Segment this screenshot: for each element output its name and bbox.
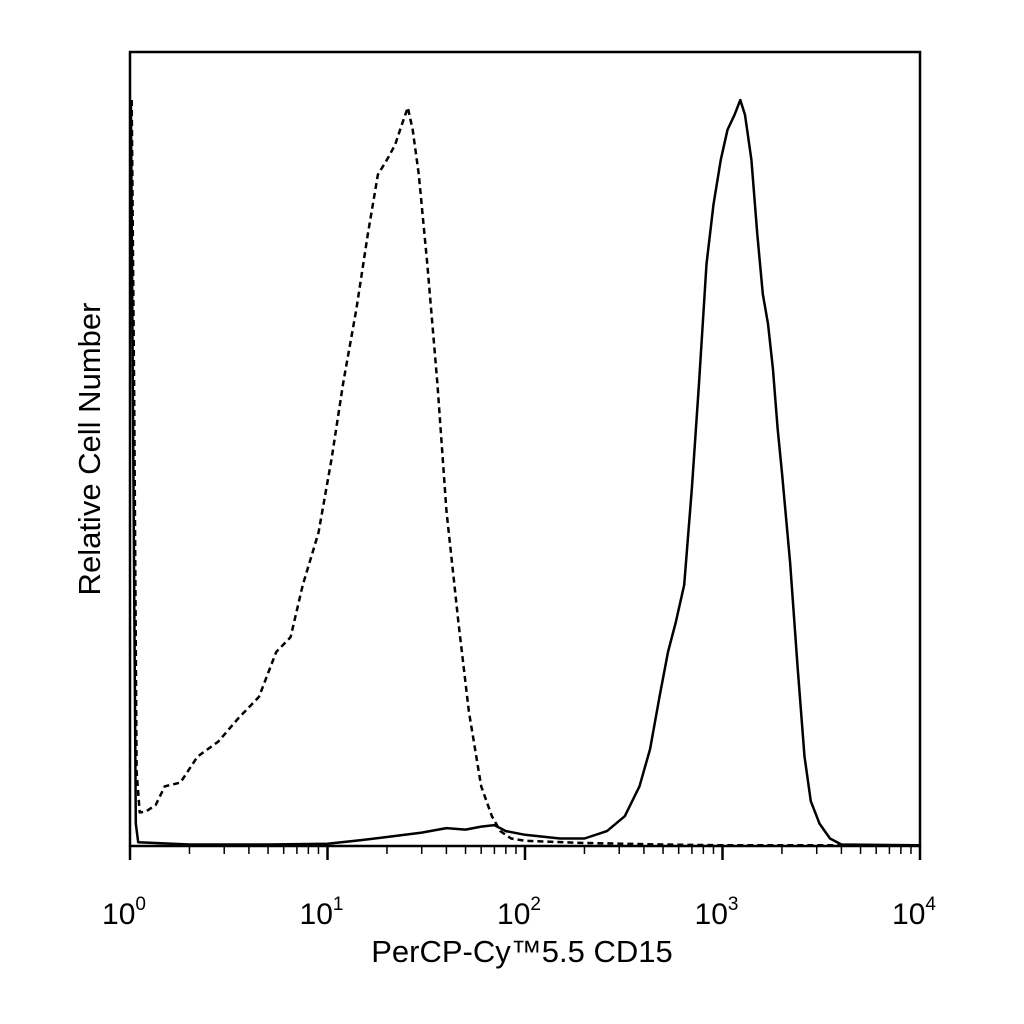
x-axis-ticks [128, 846, 922, 860]
x-tick-label: 103 [695, 894, 739, 931]
series-layer [129, 98, 921, 847]
series-dashed-histogram [130, 99, 920, 847]
x-tick-label: 102 [497, 894, 541, 931]
x-tick-label: 104 [892, 894, 936, 931]
y-axis-label: Relative Cell Number [72, 303, 107, 596]
x-tick-label: 101 [300, 894, 344, 931]
x-axis-tick-labels: 100 101 102 103 104 [102, 894, 936, 931]
x-tick-label: 100 [102, 894, 146, 931]
x-axis-label: PerCP-Cy™5.5 CD15 [371, 934, 672, 969]
series-solid-histogram [129, 98, 921, 847]
